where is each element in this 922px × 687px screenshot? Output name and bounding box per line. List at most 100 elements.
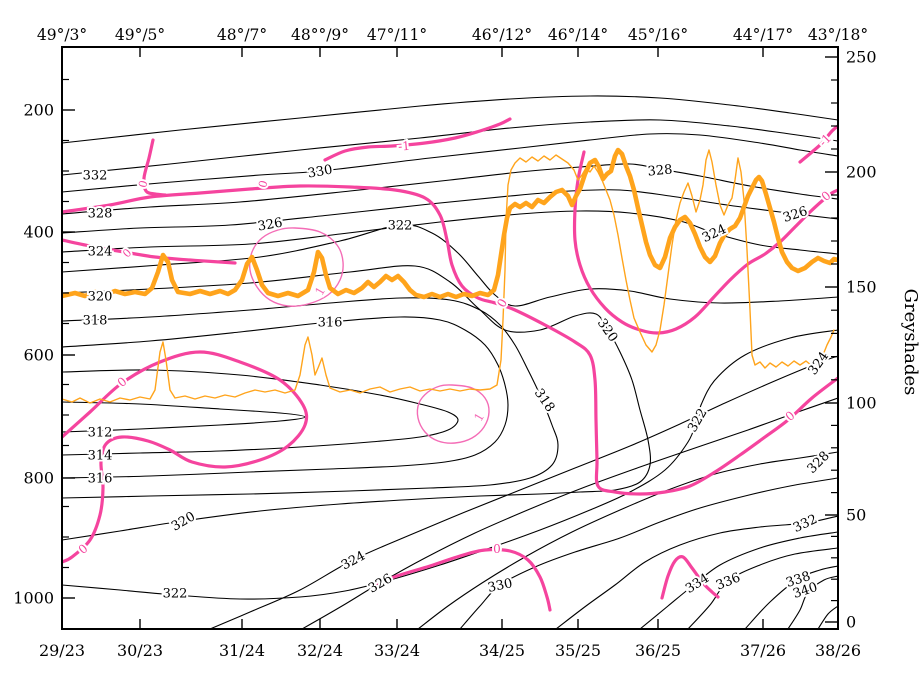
isentrope-line bbox=[62, 133, 838, 193]
bottom-axis-label: 30/23 bbox=[117, 641, 163, 660]
left-axis-label: 600 bbox=[23, 346, 54, 365]
pink-thick-label: -1 bbox=[398, 139, 411, 154]
right-axis-label: 50 bbox=[846, 506, 866, 525]
isentrope-line bbox=[62, 210, 838, 255]
isentrope-line bbox=[417, 451, 838, 629]
left-axis-label: 200 bbox=[23, 101, 54, 120]
isentrope-label: 312 bbox=[88, 426, 113, 441]
isentrope-line bbox=[555, 515, 838, 629]
left-axis-label: 1000 bbox=[13, 589, 54, 608]
top-axis-label: 48°/7° bbox=[217, 26, 267, 44]
bottom-axis-label: 37/26 bbox=[740, 641, 786, 660]
right-axis-label: 100 bbox=[846, 394, 877, 413]
isentrope-label: 320 bbox=[594, 316, 621, 345]
pink-thick-line bbox=[572, 150, 838, 335]
top-axis-label: 46°/14° bbox=[548, 26, 608, 44]
bottom-axis-label: 36/25 bbox=[635, 641, 681, 660]
pink-thick-line bbox=[62, 350, 309, 564]
isentrope-label: 318 bbox=[531, 386, 558, 415]
isentrope-label: 324 bbox=[339, 548, 368, 573]
right-axis-label: 250 bbox=[846, 48, 877, 67]
isentrope-line bbox=[639, 531, 838, 629]
isentrope-label: 332 bbox=[791, 512, 820, 536]
right-axis-label: 200 bbox=[846, 163, 877, 182]
isentrope-line bbox=[459, 477, 838, 629]
bottom-axis-label: 35/25 bbox=[555, 641, 601, 660]
top-axis-label: 48°°/9° bbox=[291, 26, 349, 44]
bottom-axis-label: 32/24 bbox=[297, 641, 343, 660]
top-axis-label: 43°/18° bbox=[808, 26, 868, 44]
bottom-axis-label: 38/26 bbox=[815, 641, 861, 660]
right-axis-label: 0 bbox=[846, 613, 856, 632]
isentrope-line bbox=[62, 163, 838, 215]
isentrope-label: 334 bbox=[683, 571, 712, 597]
top-axis-label: 46°/12° bbox=[472, 26, 532, 44]
isentrope-label: 324 bbox=[806, 349, 833, 378]
pink-thick-label: 0 bbox=[493, 542, 501, 556]
isentrope-line bbox=[62, 265, 652, 541]
pink-thick-line bbox=[62, 238, 237, 265]
pink-thin-label: 1 bbox=[471, 410, 487, 424]
top-axis-label: 49°/3° bbox=[37, 26, 87, 44]
isentrope-label: 330 bbox=[307, 162, 334, 181]
right-axis-label: 150 bbox=[846, 278, 877, 297]
isentrope-line bbox=[209, 355, 838, 629]
pink-thick-label: 0 bbox=[136, 179, 150, 189]
bottom-axis-label: 29/23 bbox=[39, 641, 85, 660]
left-axis-label: 800 bbox=[23, 469, 54, 488]
isentrope-label: 322 bbox=[388, 219, 413, 234]
isentrope-label: 332 bbox=[83, 169, 108, 184]
pink-thick-line bbox=[798, 124, 838, 164]
plot-frame bbox=[61, 46, 839, 630]
top-axis-label: 49°/5° bbox=[115, 26, 165, 44]
isentrope-line bbox=[817, 605, 838, 629]
isentrope-label: 336 bbox=[714, 570, 743, 593]
pink-thick-line bbox=[370, 547, 552, 612]
isentrope-label: 326 bbox=[781, 204, 809, 226]
pink-thin-line bbox=[416, 384, 490, 444]
isentrope-label: 320 bbox=[88, 290, 113, 305]
pink-thick-line bbox=[142, 138, 167, 197]
isentrope-label: 326 bbox=[257, 215, 284, 234]
isentrope-line bbox=[62, 297, 559, 499]
isentrope-line bbox=[62, 316, 509, 479]
top-axis-label: 44°/17° bbox=[733, 26, 793, 44]
isentrope-label: 322 bbox=[163, 587, 188, 602]
tropopause-thick-line bbox=[62, 147, 838, 300]
top-axis-label: 45°/16° bbox=[628, 26, 688, 44]
left-axis-label: 400 bbox=[23, 223, 54, 242]
isentrope-line bbox=[687, 547, 838, 629]
pink-thick-line bbox=[323, 117, 512, 162]
isentrope-line bbox=[62, 224, 838, 307]
isentrope-line bbox=[301, 397, 838, 629]
tropopause-thin-line bbox=[62, 149, 835, 404]
isentrope-label: 316 bbox=[88, 472, 113, 487]
isentrope-label: 328 bbox=[88, 207, 113, 222]
bottom-axis-label: 31/24 bbox=[219, 641, 265, 660]
isentrope-label: 320 bbox=[169, 509, 198, 534]
isentrope-line bbox=[62, 329, 838, 600]
pink-thick-line bbox=[62, 184, 838, 496]
isentrope-line bbox=[787, 575, 838, 629]
isentrope-label: 330 bbox=[487, 576, 514, 596]
isentrope-line bbox=[62, 95, 838, 144]
isentrope-line bbox=[744, 565, 838, 629]
isentrope-line bbox=[62, 369, 459, 456]
pink-thick-line bbox=[660, 555, 720, 600]
isentrope-label: 318 bbox=[83, 314, 108, 329]
pink-thin-line bbox=[248, 227, 344, 307]
isentrope-label: 328 bbox=[647, 162, 673, 179]
isentrope-label: 316 bbox=[318, 316, 343, 331]
top-axis-label: 47°/11° bbox=[367, 26, 427, 44]
isentrope-label: 324 bbox=[700, 222, 729, 246]
isentrope-label: 328 bbox=[805, 449, 833, 477]
isentrope-label: 326 bbox=[366, 571, 395, 596]
isentrope-label: 314 bbox=[88, 449, 113, 464]
bottom-axis-label: 33/24 bbox=[374, 641, 420, 660]
right-axis-title: Greyshades bbox=[900, 289, 921, 396]
isentrope-line bbox=[62, 119, 838, 176]
isentrope-label: 322 bbox=[685, 406, 710, 435]
isentrope-label: 324 bbox=[88, 245, 113, 260]
